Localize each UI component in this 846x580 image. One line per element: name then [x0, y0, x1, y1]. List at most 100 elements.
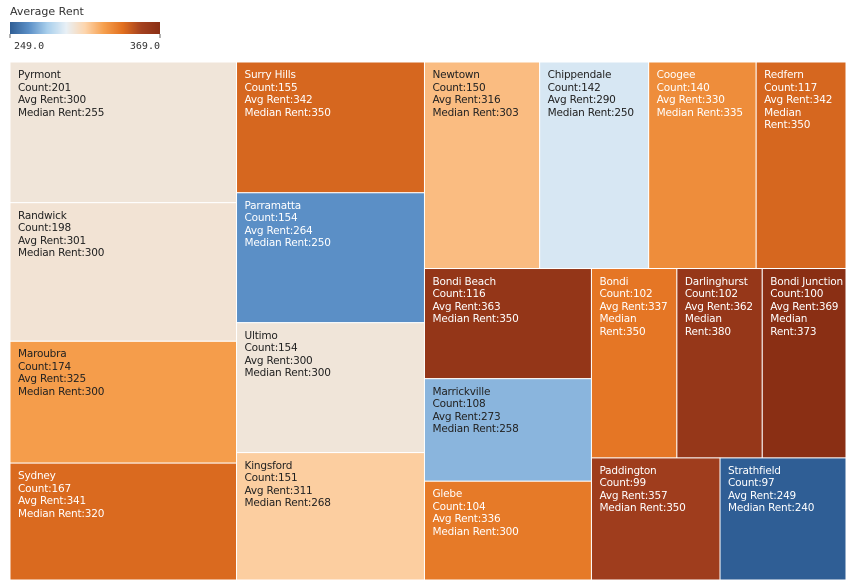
cell-line: Ultimo — [245, 330, 425, 343]
field-value: 167 — [51, 482, 72, 495]
cell-line: Median Rent:300 — [432, 526, 591, 539]
field-label: Count: — [244, 342, 279, 355]
cell-text: Chippendale Count:142 Avg Rent:290 Median R… — [540, 62, 649, 269]
field-label: Avg Rent: — [599, 489, 649, 502]
field-value: 311 — [293, 484, 313, 497]
cell-line: Median Rent:268 — [245, 497, 425, 510]
field-label: Count: — [728, 477, 762, 490]
field-label: Avg Rent: — [547, 94, 597, 106]
treemap-cell — [423, 61, 541, 270]
cell-line: Count:117 — [764, 82, 846, 95]
cell-text: Strathfield Count:97 Avg Rent:249 Median Re… — [720, 458, 846, 580]
field-value: 336 — [481, 513, 501, 526]
treemap-cell — [761, 268, 846, 459]
field-label: Median Rent: — [244, 497, 312, 510]
field-value: 240 — [794, 502, 815, 515]
field-value: 373 — [796, 325, 817, 338]
cell-line: Strathfield — [728, 465, 846, 478]
field-value: 300 — [499, 525, 519, 538]
cell-line: Maroubra — [18, 348, 237, 361]
cell-line: Avg Rent:264 — [245, 225, 425, 238]
cell-line: Count:198 — [18, 222, 237, 235]
cell-line: Count:167 — [18, 483, 237, 496]
field-value: 151 — [278, 472, 298, 485]
cell-name: Chippendale — [547, 69, 612, 81]
cell-name: Maroubra — [18, 348, 67, 361]
cell-line: Median Rent:350 — [599, 502, 720, 515]
cell-line: Count:108 — [432, 398, 591, 411]
cell-name: Marrickville — [432, 385, 491, 398]
field-value: 250 — [311, 237, 331, 250]
cell-line: Paddington — [599, 465, 720, 478]
field-label: Median Rent: — [244, 237, 312, 250]
field-value: 142 — [581, 81, 601, 94]
cell-text: Coogee Count:140 Avg Rent:330 Median Rent:3… — [649, 62, 756, 269]
field-value: 350 — [499, 313, 519, 326]
field-value: 337 — [648, 300, 668, 313]
cell-line: Avg Rent:300 — [18, 94, 237, 107]
field-label: Count: — [244, 472, 279, 485]
field-label: Median Rent: — [432, 313, 500, 326]
field-value: 97 — [761, 477, 775, 490]
cell-line: Newtown — [432, 69, 539, 82]
cell-line: Glebe — [432, 488, 591, 501]
cell-line: Count:142 — [548, 82, 649, 95]
field-value: 116 — [466, 288, 486, 301]
field-value: 341 — [66, 495, 87, 508]
cell-line: Avg Rent:357 — [599, 490, 720, 503]
field-label: Median Rent: — [18, 507, 85, 520]
field-value: 357 — [648, 489, 668, 502]
cell-line: Median Rent:300 — [245, 367, 425, 380]
cell-text: Sydney Count:167 Avg Rent:341 Median Rent:3… — [10, 463, 237, 580]
cell-name: Paddington — [599, 464, 657, 477]
field-value: 330 — [705, 94, 725, 106]
field-label: Median Rent: — [599, 502, 667, 515]
field-label: Median Rent: — [547, 106, 615, 119]
field-value: 300 — [311, 367, 331, 380]
field-value: 249 — [776, 489, 797, 502]
field-value: 150 — [466, 81, 486, 94]
field-label: Avg Rent: — [432, 410, 482, 423]
field-label: Avg Rent: — [684, 300, 734, 313]
cell-line: Avg Rent:325 — [18, 373, 237, 386]
field-label: Avg Rent: — [432, 94, 482, 106]
cell-name: Redfern — [764, 69, 804, 81]
cell-text: Parramatta Count:154 Avg Rent:264 Median Re… — [237, 193, 425, 323]
cell-line: Avg Rent:342 — [245, 94, 425, 107]
treemap-cell — [590, 268, 678, 459]
field-label: Count: — [244, 81, 279, 94]
cell-line: Median Rent:350 — [432, 313, 591, 326]
cell-text: Glebe Count:104 Avg Rent:336 Median Rent:30… — [424, 481, 591, 580]
field-value: 102 — [632, 288, 653, 301]
cell-name: Ultimo — [244, 329, 278, 342]
field-value: 300 — [293, 354, 313, 367]
field-value: 325 — [66, 373, 87, 386]
cell-line: Median Rent:350 — [599, 313, 676, 338]
field-label: Median Rent: — [656, 106, 724, 119]
cell-line: Median Rent:335 — [657, 107, 756, 120]
cell-name: Parramatta — [244, 199, 302, 212]
treemap-cell — [9, 462, 238, 580]
cell-line: Median Rent:300 — [18, 386, 237, 399]
field-label: Avg Rent: — [244, 484, 294, 497]
cell-line: Avg Rent:290 — [548, 94, 649, 107]
field-label: Count: — [18, 482, 52, 495]
cell-text: Ultimo Count:154 Avg Rent:300 Median Rent:3… — [237, 323, 425, 453]
cell-name: Newtown — [432, 69, 480, 81]
cell-line: Median Rent:380 — [685, 313, 762, 338]
field-label: Count: — [432, 288, 466, 301]
cell-line: Median Rent:250 — [245, 237, 425, 250]
field-label: Median Rent: — [728, 502, 795, 515]
cell-line: Median Rent:300 — [18, 247, 237, 260]
cell-line: Count:102 — [599, 288, 676, 301]
field-label: Avg Rent: — [18, 234, 67, 247]
field-value: 303 — [499, 106, 519, 119]
cell-name: Sydney — [18, 470, 56, 483]
cell-line: Count:116 — [432, 288, 591, 301]
cell-line: Avg Rent:273 — [432, 411, 591, 424]
cell-line: Count:100 — [770, 288, 846, 301]
